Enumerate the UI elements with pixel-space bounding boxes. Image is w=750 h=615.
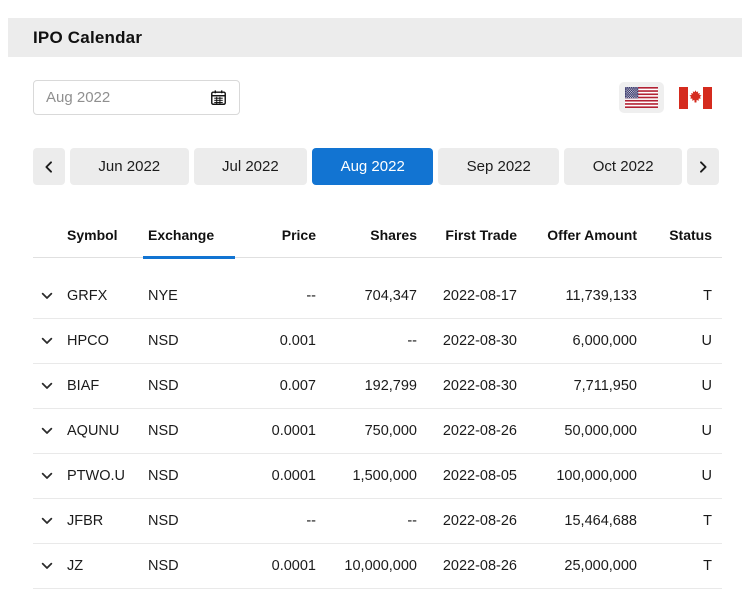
- cell-shares: --: [316, 498, 417, 544]
- chevron-left-icon: [42, 160, 56, 174]
- ipo-row-jfbr: JFBR NSD -- -- 2022-08-26 15,464,688 T: [33, 498, 722, 544]
- cell-symbol: GRFX: [63, 257, 143, 319]
- cell-exchange: NSD: [143, 318, 235, 364]
- canada-flag-icon: [679, 86, 712, 109]
- tab-jul-2022[interactable]: Jul 2022: [193, 148, 308, 185]
- cell-shares: 10,000,000: [316, 543, 417, 589]
- next-months-button[interactable]: [687, 148, 720, 185]
- cell-shares: --: [316, 318, 417, 364]
- us-flag-button[interactable]: [619, 82, 664, 113]
- cell-offer-amount: 100,000,000: [517, 453, 637, 499]
- cell-status: T: [637, 498, 722, 544]
- cell-price: --: [235, 498, 316, 544]
- cell-offer-amount: 11,739,133: [517, 257, 637, 319]
- cell-exchange: NSD: [143, 408, 235, 454]
- cell-first-trade: 2022-08-26: [417, 408, 517, 454]
- cell-shares: 192,799: [316, 363, 417, 409]
- cell-status: U: [637, 453, 722, 499]
- prev-months-button[interactable]: [33, 148, 65, 185]
- ipo-row-grfx: GRFX NYE -- 704,347 2022-08-17 11,739,133 T: [33, 257, 722, 319]
- expand-row-icon[interactable]: [40, 289, 54, 303]
- us-flag-icon: [625, 87, 658, 108]
- table-header-row: Symbol Exchange Price Shares First Trade Offe…: [33, 207, 722, 259]
- region-flags: [619, 82, 718, 114]
- cell-exchange: NSD: [143, 543, 235, 589]
- ipo-row-biaf: BIAF NSD 0.007 192,799 2022-08-30 7,711,950 U: [33, 363, 722, 409]
- expand-column-header: [33, 207, 63, 258]
- cell-offer-amount: 25,000,000: [517, 543, 637, 589]
- expand-row-icon[interactable]: [40, 469, 54, 483]
- cell-symbol: JFBR: [63, 498, 143, 544]
- chevron-right-icon: [696, 160, 710, 174]
- expand-row-icon[interactable]: [40, 334, 54, 348]
- month-picker-input[interactable]: Aug 2022: [33, 80, 240, 115]
- cell-symbol: PTWO.U: [63, 453, 143, 499]
- expand-row-icon[interactable]: [40, 514, 54, 528]
- cell-first-trade: 2022-08-17: [417, 257, 517, 319]
- cell-exchange: NYE: [143, 257, 235, 319]
- month-picker-value: Aug 2022: [46, 89, 111, 106]
- expand-row-icon[interactable]: [40, 424, 54, 438]
- controls-row: Aug 2022: [33, 80, 718, 115]
- cell-symbol: HPCO: [63, 318, 143, 364]
- month-tabs: Jun 2022 Jul 2022 Aug 2022 Sep 2022 Oct 2022: [33, 148, 720, 185]
- cell-price: 0.001: [235, 318, 316, 364]
- calendar-icon[interactable]: [210, 89, 227, 106]
- cell-price: 0.0001: [235, 408, 316, 454]
- ipo-table-container: Symbol Exchange Price Shares First Trade Offe…: [33, 207, 722, 589]
- cell-shares: 750,000: [316, 408, 417, 454]
- column-header-offer-amount[interactable]: Offer Amount: [517, 207, 637, 258]
- cell-shares: 1,500,000: [316, 453, 417, 499]
- page-title-bar: IPO Calendar: [8, 18, 742, 57]
- tab-aug-2022[interactable]: Aug 2022: [312, 148, 434, 185]
- cell-first-trade: 2022-08-26: [417, 498, 517, 544]
- cell-first-trade: 2022-08-26: [417, 543, 517, 589]
- column-header-exchange[interactable]: Exchange: [143, 207, 235, 259]
- ipo-row-jz: JZ NSD 0.0001 10,000,000 2022-08-26 25,000,00…: [33, 543, 722, 589]
- cell-offer-amount: 6,000,000: [517, 318, 637, 364]
- cell-status: T: [637, 257, 722, 319]
- ipo-row-hpco: HPCO NSD 0.001 -- 2022-08-30 6,000,000 U: [33, 318, 722, 364]
- cell-status: U: [637, 363, 722, 409]
- cell-exchange: NSD: [143, 498, 235, 544]
- cell-price: --: [235, 257, 316, 319]
- tab-sep-2022[interactable]: Sep 2022: [438, 148, 560, 185]
- column-header-status[interactable]: Status: [637, 207, 722, 258]
- column-header-symbol[interactable]: Symbol: [63, 207, 143, 258]
- cell-first-trade: 2022-08-05: [417, 453, 517, 499]
- canada-flag-button[interactable]: [673, 82, 718, 114]
- expand-row-icon[interactable]: [40, 559, 54, 573]
- cell-status: T: [637, 543, 722, 589]
- cell-offer-amount: 15,464,688: [517, 498, 637, 544]
- cell-symbol: BIAF: [63, 363, 143, 409]
- page-title: IPO Calendar: [33, 27, 143, 47]
- cell-offer-amount: 7,711,950: [517, 363, 637, 409]
- tab-oct-2022[interactable]: Oct 2022: [564, 148, 683, 185]
- column-header-price[interactable]: Price: [235, 207, 316, 258]
- cell-first-trade: 2022-08-30: [417, 318, 517, 364]
- tab-jun-2022[interactable]: Jun 2022: [70, 148, 189, 185]
- expand-row-icon[interactable]: [40, 379, 54, 393]
- ipo-row-ptwo.u: PTWO.U NSD 0.0001 1,500,000 2022-08-05 100,00…: [33, 453, 722, 499]
- column-header-first-trade[interactable]: First Trade: [417, 207, 517, 258]
- ipo-table-body: GRFX NYE -- 704,347 2022-08-17 11,739,133 T HPC…: [33, 257, 722, 589]
- ipo-table: Symbol Exchange Price Shares First Trade Offe…: [33, 207, 722, 589]
- cell-price: 0.0001: [235, 453, 316, 499]
- cell-exchange: NSD: [143, 453, 235, 499]
- cell-exchange: NSD: [143, 363, 235, 409]
- cell-shares: 704,347: [316, 257, 417, 319]
- cell-offer-amount: 50,000,000: [517, 408, 637, 454]
- cell-first-trade: 2022-08-30: [417, 363, 517, 409]
- cell-symbol: JZ: [63, 543, 143, 589]
- cell-price: 0.0001: [235, 543, 316, 589]
- ipo-row-aqunu: AQUNU NSD 0.0001 750,000 2022-08-26 50,000,00…: [33, 408, 722, 454]
- cell-status: U: [637, 318, 722, 364]
- cell-symbol: AQUNU: [63, 408, 143, 454]
- cell-price: 0.007: [235, 363, 316, 409]
- column-header-shares[interactable]: Shares: [316, 207, 417, 258]
- cell-status: U: [637, 408, 722, 454]
